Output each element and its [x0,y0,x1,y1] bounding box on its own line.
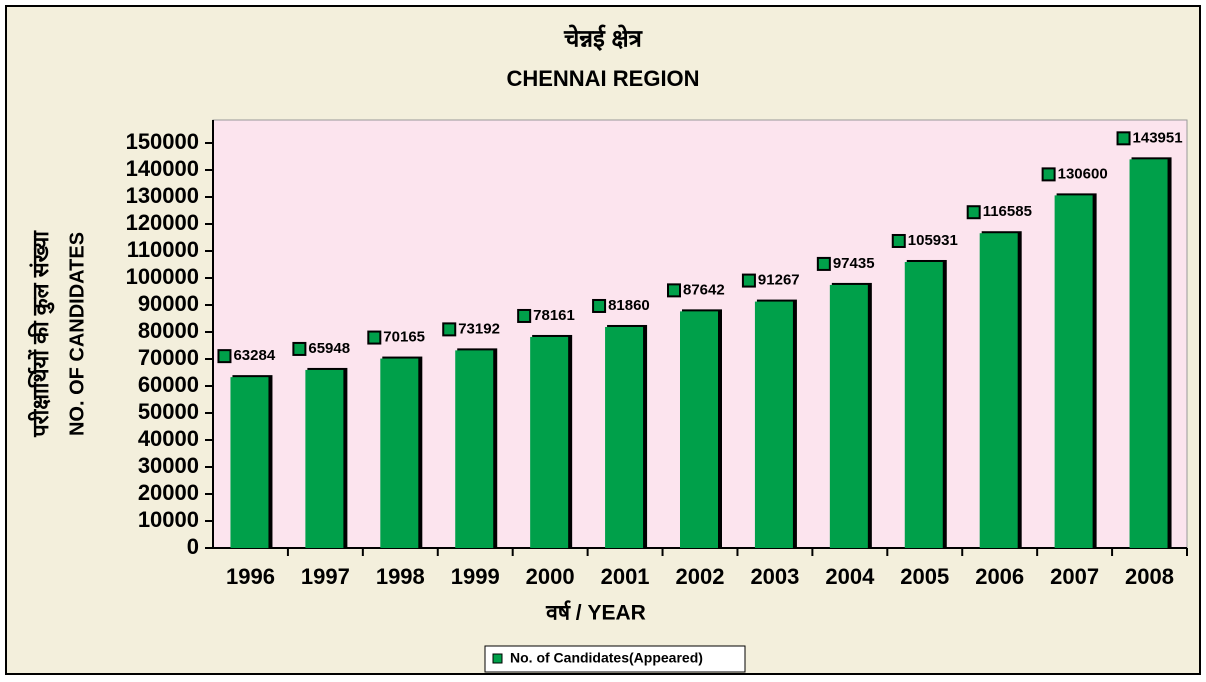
x-tick-label: 1996 [226,564,275,589]
chart-title: चेन्नई क्षेत्र [563,24,644,52]
data-label: 63284 [233,347,275,364]
y-tick-label: 140000 [126,156,199,181]
data-label: 105931 [908,232,958,249]
data-label-marker [517,308,532,323]
bar [455,350,494,548]
data-label-marker [367,330,382,345]
bar [904,261,943,548]
data-label-marker [1116,131,1131,146]
x-tick-label: 2006 [975,564,1024,589]
y-tick-label: 70000 [138,345,199,370]
data-label-marker [966,205,981,220]
x-tick-label: 2004 [825,564,875,589]
legend-swatch [492,653,503,664]
x-axis-label: वर्ष / YEAR [545,600,646,625]
data-label-marker [816,256,831,271]
legend-label: No. of Candidates(Appeared) [510,650,703,666]
x-tick-label: 2005 [900,564,949,589]
data-label: 116585 [983,203,1032,220]
bar [1129,159,1168,548]
x-tick-label: 2000 [526,564,575,589]
y-tick-label: 100000 [126,264,199,289]
y-axis-label: NO. OF CANDIDATES [66,232,88,436]
y-tick-label: 10000 [138,507,199,532]
y-tick-label: 40000 [138,426,199,451]
x-tick-label: 2002 [676,564,725,589]
y-tick-label: 120000 [126,210,199,235]
data-label: 81860 [608,297,650,314]
data-label: 70165 [383,329,425,346]
data-label-marker [1041,167,1056,182]
data-label: 91267 [758,272,800,289]
bar [305,369,344,548]
bar [829,284,868,548]
x-tick-label: 2003 [750,564,799,589]
bar [1054,195,1093,548]
chart-subtitle: CHENNAI REGION [506,66,699,91]
data-label-marker [592,298,607,313]
y-tick-label: 60000 [138,372,199,397]
y-tick-label: 130000 [126,183,199,208]
x-tick-label: 2001 [601,564,650,589]
bar [680,311,718,548]
bar [605,326,644,548]
y-tick-label: 150000 [126,129,199,154]
data-label-marker [217,349,232,364]
x-tick-label: 2008 [1125,564,1174,589]
data-label-marker [741,273,756,288]
x-tick-label: 1999 [451,564,500,589]
data-label: 87642 [683,281,725,298]
bar [530,336,569,548]
data-label-marker [442,322,457,337]
y-tick-label: 50000 [138,399,199,424]
legend [484,645,746,673]
data-label-marker [891,233,906,248]
bar [380,358,419,548]
data-label: 143951 [1133,129,1183,146]
data-label: 65948 [308,340,350,357]
bar [230,377,269,548]
data-label: 97435 [833,255,875,272]
x-tick-label: 1997 [301,564,350,589]
y-tick-label: 80000 [138,318,199,343]
data-label: 73192 [458,320,500,337]
y-axis-label: परीक्षार्थियों की कुल संख्या [27,230,55,438]
data-label-marker [292,341,307,356]
bar [754,301,793,548]
y-tick-label: 20000 [138,480,199,505]
y-tick-label: 110000 [127,237,199,262]
data-label-marker [667,283,681,298]
data-label: 78161 [533,307,575,324]
y-tick-label: 0 [187,534,199,559]
data-label: 130600 [1058,165,1108,182]
y-tick-label: 30000 [138,453,199,478]
bar [979,233,1018,548]
x-tick-label: 2007 [1050,564,1099,589]
y-tick-label: 90000 [138,291,199,316]
x-tick-label: 1998 [376,564,425,589]
